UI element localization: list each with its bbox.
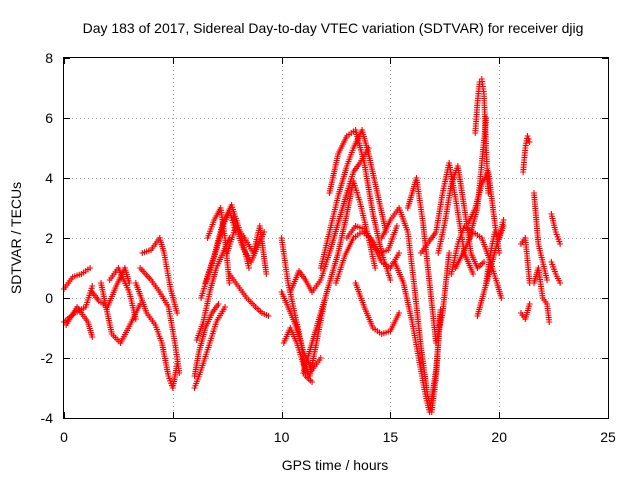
data-point (546, 319, 553, 325)
data-point (372, 265, 379, 271)
series-track-ae (404, 175, 453, 346)
y-tick-label: 8 (45, 50, 53, 66)
series-track-m (198, 208, 239, 301)
series-track-c (63, 304, 96, 340)
data-point (317, 355, 324, 361)
series-track-aa (343, 223, 403, 271)
data-point (174, 310, 181, 316)
series-track-u (278, 289, 324, 373)
data-point (265, 313, 272, 319)
data-point (387, 277, 394, 283)
data-marker (525, 136, 532, 142)
series-track-j (191, 304, 229, 391)
series-track-ac (378, 205, 444, 415)
data-point (557, 241, 564, 247)
data-point (524, 133, 531, 139)
y-axis-tick-labels: -4 -2 0 2 4 6 8 (41, 50, 54, 426)
y-tick-label: -2 (41, 350, 54, 366)
series-track-r (230, 214, 268, 265)
y-axis-label: SDTVAR / TECUs (8, 182, 24, 294)
x-tick-label: 5 (169, 429, 177, 445)
data-point (222, 304, 229, 310)
series-track-aq (531, 190, 551, 283)
x-tick-label: 25 (600, 429, 616, 445)
data-point (470, 271, 477, 277)
data-point (89, 283, 96, 289)
series-track-af (417, 160, 477, 277)
plot-frame (63, 57, 609, 419)
data-point (500, 217, 507, 223)
data-point (496, 250, 503, 256)
series-track-a (61, 265, 94, 292)
series-track-g (132, 280, 181, 391)
data-point (132, 316, 139, 322)
data-point (215, 301, 222, 307)
x-tick-label: 15 (383, 429, 399, 445)
series-track-v (287, 145, 372, 295)
x-tick-label: 0 (60, 429, 68, 445)
y-tick-label: 6 (45, 110, 53, 126)
y-tick-label: -4 (41, 410, 54, 426)
series-track-e (97, 280, 144, 346)
series-track-w (300, 178, 379, 376)
data-point (485, 190, 492, 196)
data-point (557, 280, 564, 286)
series-track-am (483, 217, 507, 286)
y-tick-label: 0 (45, 290, 53, 306)
series-track-ao (517, 235, 533, 286)
data-point (176, 370, 183, 376)
axis-ticks (64, 58, 609, 419)
series-track-an (520, 133, 533, 175)
series-track-x (317, 127, 390, 271)
data-point (480, 259, 487, 265)
data-point (263, 271, 270, 277)
x-axis-tick-labels: 0 5 10 15 20 25 (60, 429, 616, 445)
series-track-ai (472, 76, 492, 196)
series-track-ab (352, 280, 403, 337)
series-track-p (226, 271, 272, 319)
series-track-at (548, 259, 564, 286)
series-track-h (137, 265, 183, 376)
data-point (245, 265, 252, 271)
data-point (87, 265, 94, 271)
chart-title: Day 183 of 2017, Sidereal Day-to-day VTE… (83, 20, 584, 36)
series-track-as (548, 211, 564, 247)
y-tick-label: 2 (45, 230, 53, 246)
data-marks (61, 76, 564, 415)
data-point (446, 250, 453, 256)
x-tick-label: 10 (274, 429, 290, 445)
y-tick-label: 4 (45, 170, 53, 186)
series-track-z (333, 223, 400, 286)
series-track-k (191, 301, 222, 379)
x-axis-label: GPS time / hours (282, 457, 389, 473)
series-track-f (106, 265, 139, 322)
data-point (498, 295, 505, 301)
series-track-ap (517, 301, 533, 322)
data-point (544, 277, 551, 283)
data-point (396, 310, 403, 316)
series-track-al (465, 169, 503, 256)
data-point (309, 379, 316, 385)
series-track-ar (531, 265, 553, 325)
x-tick-label: 20 (491, 429, 507, 445)
data-point (226, 280, 233, 286)
data-point (89, 334, 96, 340)
data-point (393, 223, 400, 229)
data-point (526, 301, 533, 307)
data-point (261, 229, 268, 235)
series-track-i (139, 235, 181, 316)
data-point (526, 139, 533, 145)
data-point (396, 250, 403, 256)
